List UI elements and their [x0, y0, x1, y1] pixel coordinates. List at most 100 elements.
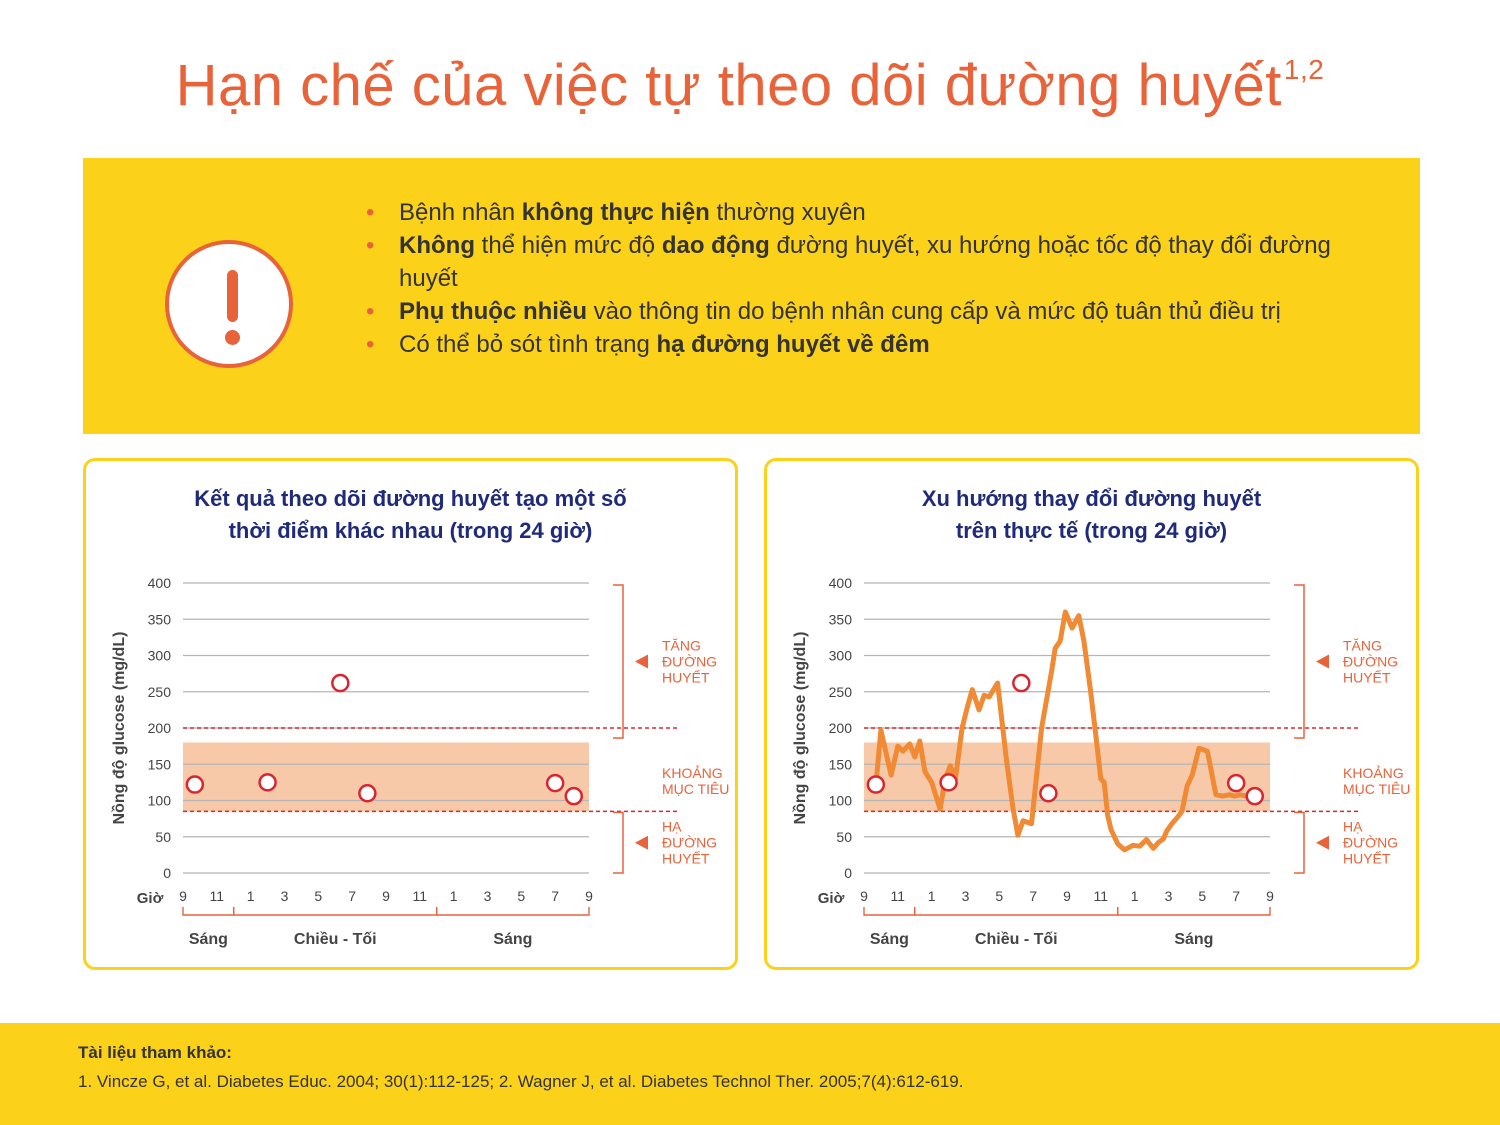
- zone-label: HUYẾT: [662, 851, 710, 867]
- measurement-point: [1012, 673, 1031, 693]
- y-axis-label: Nồng độ glucose (mg/dL): [111, 632, 128, 825]
- glucose-trend-line: [873, 609, 1258, 853]
- period-label: Chiều - Tối: [294, 931, 377, 948]
- title-citation: 1,2: [1283, 54, 1325, 85]
- limitation-text-segment: thể hiện mức độ: [474, 232, 662, 259]
- x-tick-label: 9: [1266, 888, 1274, 904]
- exclamation-dot: [225, 330, 240, 345]
- glucose-scatter-chart: 0 50 100 150 200 250 300 350 400 Nồng độ glucose …: [111, 575, 729, 948]
- period-bracket: [233, 907, 438, 916]
- x-tick-label: 11: [891, 888, 906, 904]
- x-tick-label: 11: [1094, 888, 1109, 904]
- measurement-point: [1245, 786, 1265, 806]
- zone-label: HẠ: [1343, 819, 1363, 835]
- chart-panel-trend: Xu hướng thay đổi đường huyết trên thực …: [764, 458, 1419, 970]
- y-tick-label: 400: [148, 575, 172, 591]
- y-tick-label: 0: [163, 865, 171, 881]
- limitation-item: Phụ thuộc nhiều vào thông tin do bệnh nh…: [366, 295, 1366, 328]
- x-tick-label: 3: [1165, 888, 1173, 904]
- period-bracket: [914, 907, 1119, 916]
- y-tick-label: 0: [844, 865, 852, 881]
- measurement-point: [185, 775, 205, 794]
- limitation-text-segment: Bệnh nhân: [399, 199, 522, 226]
- period-bracket: [863, 907, 916, 916]
- limitation-item: Không thể hiện mức độ dao động đường huy…: [366, 229, 1366, 295]
- zone-label: KHOẢNG: [1343, 765, 1404, 781]
- x-tick-label: 7: [348, 888, 356, 904]
- references-footer: Tài liệu tham khảo: 1. Vincze G, et al. …: [0, 1023, 1500, 1125]
- x-tick-label: 5: [517, 888, 525, 904]
- limitations-list: Bệnh nhân không thực hiện thường xuyênKh…: [366, 196, 1366, 361]
- page-title-text: Hạn chế của việc tự theo dõi đường huyết: [175, 53, 1282, 118]
- x-tick-label: 3: [962, 888, 970, 904]
- x-tick-label: 5: [1198, 888, 1206, 904]
- measurement-point: [258, 773, 277, 792]
- x-tick-label: 9: [1063, 888, 1071, 904]
- x-tick-label: 1: [247, 888, 255, 904]
- period-label: Sáng: [870, 931, 909, 948]
- limitation-text-segment: đường huyết, xu hướng hoặc tốc độ thay đ…: [399, 232, 1331, 292]
- y-tick-label: 300: [148, 648, 172, 664]
- zone-label: ĐƯỜNG: [1343, 835, 1398, 851]
- limitation-item: Có thể bỏ sót tình trạng hạ đường huyết …: [366, 328, 1366, 361]
- period-bracket: [436, 907, 590, 916]
- x-tick-label: 11: [210, 888, 225, 904]
- x-tick-label: 1: [928, 888, 936, 904]
- chart-panel-measurements: Kết quả theo dõi đường huyết tạo một số …: [83, 458, 738, 970]
- period-bracket: [1117, 907, 1271, 916]
- period-label: Sáng: [493, 931, 532, 948]
- x-tick-label: 11: [413, 888, 428, 904]
- zone-label: ĐƯỜNG: [662, 654, 717, 670]
- zone-bracket: [613, 584, 624, 739]
- x-tick-label: 9: [585, 888, 593, 904]
- zone-label: HUYẾT: [662, 670, 710, 686]
- warning-box: Bệnh nhân không thực hiện thường xuyênKh…: [83, 158, 1420, 434]
- y-tick-label: 250: [148, 684, 172, 700]
- y-tick-label: 150: [148, 756, 172, 772]
- limitation-item: Bệnh nhân không thực hiện thường xuyên: [366, 196, 1366, 229]
- y-axis-label: Nồng độ glucose (mg/dL): [792, 632, 809, 825]
- limitation-text-segment: dao động: [661, 232, 770, 259]
- zone-label: ĐƯỜNG: [662, 835, 717, 851]
- x-tick-label: 7: [1029, 888, 1037, 904]
- zone-bracket: [1294, 584, 1305, 739]
- zone-label: TĂNG: [1343, 638, 1382, 654]
- x-tick-label: 7: [1232, 888, 1240, 904]
- zone-bracket: [1294, 811, 1305, 874]
- zone-arrow-icon: [1316, 654, 1329, 669]
- zone-label: ĐƯỜNG: [1343, 654, 1398, 670]
- limitation-text-segment: Phụ thuộc nhiều: [399, 298, 587, 325]
- period-label: Sáng: [1174, 931, 1213, 948]
- zone-label: MỤC TIÊU: [662, 781, 729, 797]
- measurement-point: [866, 775, 886, 794]
- zone-label: TĂNG: [662, 638, 701, 654]
- y-tick-label: 250: [829, 684, 853, 700]
- chart-title: Xu hướng thay đổi đường huyết trên thực …: [767, 483, 1416, 547]
- zone-label: MỤC TIÊU: [1343, 781, 1410, 797]
- period-label: Chiều - Tối: [975, 931, 1058, 948]
- zone-label: HUYẾT: [1343, 670, 1391, 686]
- measurement-point: [1226, 773, 1246, 793]
- x-tick-label: 3: [484, 888, 492, 904]
- limitation-text-segment: hạ đường huyết về đêm: [656, 331, 930, 358]
- period-label: Sáng: [189, 931, 228, 948]
- y-tick-label: 350: [829, 611, 853, 627]
- exclamation-icon: [165, 240, 293, 368]
- x-tick-label: 5: [314, 888, 322, 904]
- x-axis-label: Giờ: [818, 890, 845, 907]
- y-tick-label: 200: [148, 720, 172, 736]
- zone-bracket: [613, 811, 624, 874]
- y-tick-label: 100: [148, 793, 172, 809]
- limitation-text-segment: Có thể bỏ sót tình trạng: [399, 331, 657, 358]
- glucose-trend-chart: 0 50 100 150 200 250 300 350 400 Nồng độ glucose …: [792, 575, 1410, 948]
- chart-title-line-2: trên thực tế (trong 24 giờ): [955, 518, 1228, 543]
- chart-title-line-2: thời điểm khác nhau (trong 24 giờ): [228, 518, 593, 543]
- zone-label: HẠ: [662, 819, 682, 835]
- zone-arrow-icon: [1316, 835, 1329, 850]
- x-tick-label: 9: [860, 888, 868, 904]
- y-tick-label: 150: [829, 756, 853, 772]
- x-tick-label: 1: [1131, 888, 1139, 904]
- zone-label: KHOẢNG: [662, 765, 723, 781]
- references-heading: Tài liệu tham khảo:: [78, 1043, 232, 1062]
- x-tick-label: 7: [551, 888, 559, 904]
